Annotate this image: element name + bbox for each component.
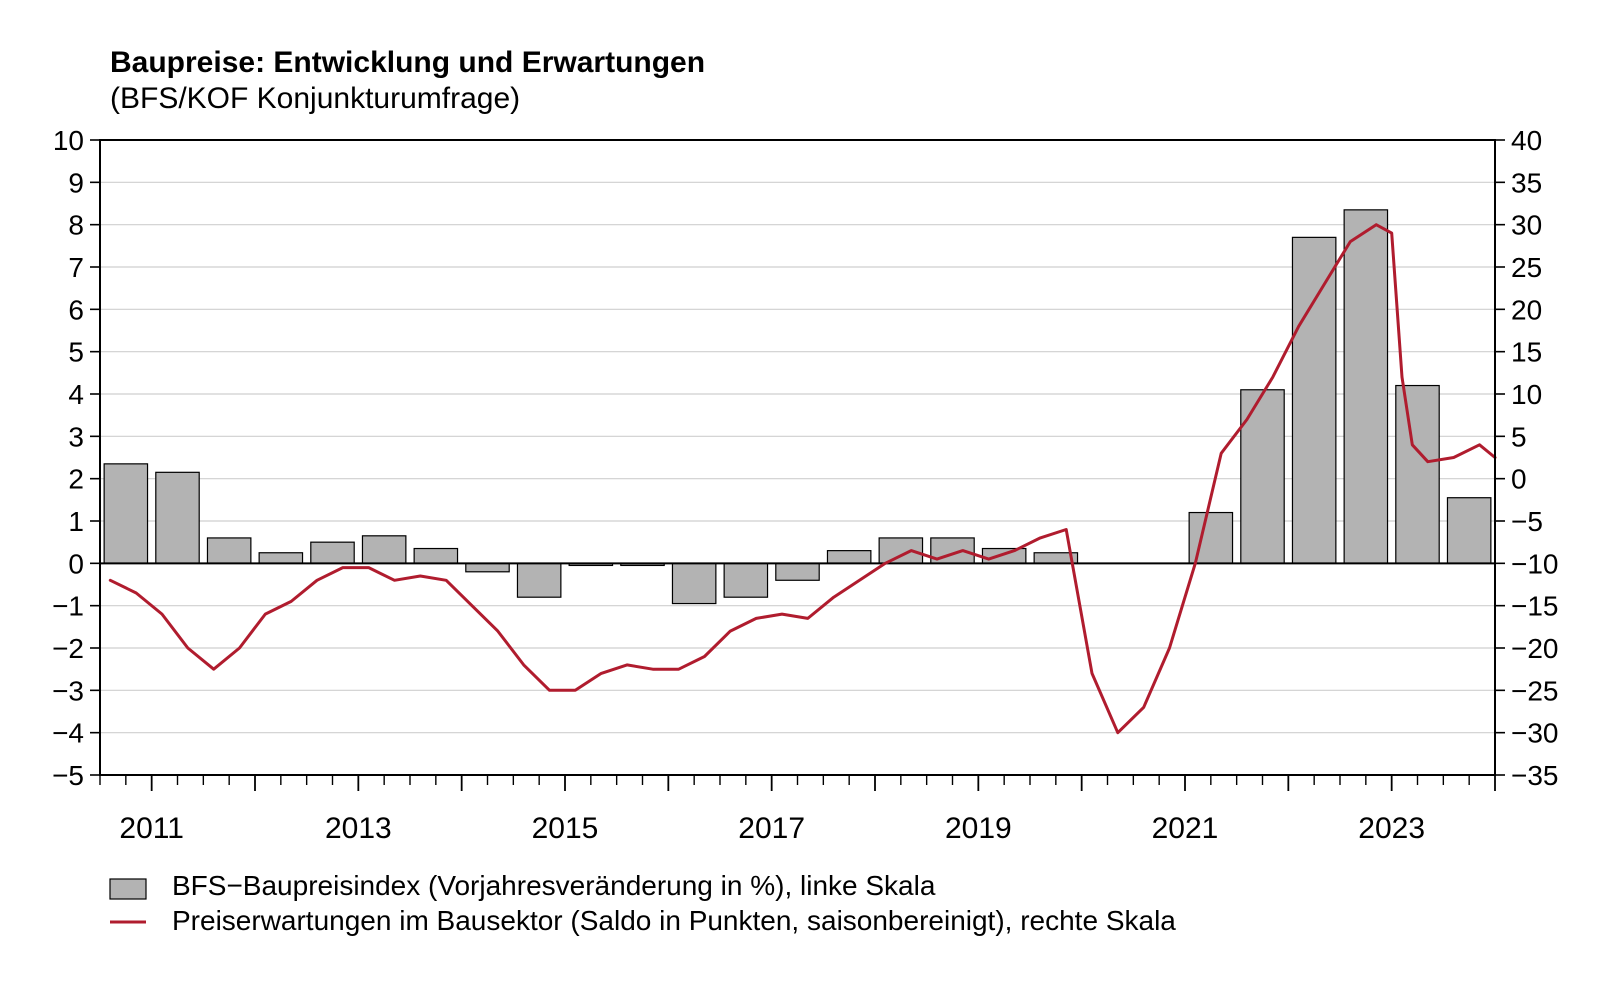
yleft-tick-label: 9 (68, 167, 84, 198)
yleft-tick-label: 5 (68, 337, 84, 368)
chart-subtitle: (BFS/KOF Konjunkturumfrage) (110, 82, 520, 115)
x-tick-label: 2023 (1358, 812, 1425, 845)
x-tick-label: 2021 (1152, 812, 1219, 845)
legend-line-label: Preiserwartungen im Bausektor (Saldo in … (172, 905, 1176, 936)
yright-tick-label: −10 (1511, 548, 1559, 579)
yleft-tick-label: 2 (68, 464, 84, 495)
bar (724, 563, 767, 597)
yleft-tick-label: 10 (53, 125, 84, 156)
yright-tick-label: 25 (1511, 252, 1542, 283)
bar (1241, 390, 1284, 564)
x-tick-label: 2013 (325, 812, 392, 845)
yleft-tick-label: 4 (68, 379, 84, 410)
yright-tick-label: 40 (1511, 125, 1542, 156)
bar (104, 464, 147, 563)
yleft-tick-label: −5 (52, 760, 84, 791)
bar (1344, 210, 1387, 563)
x-tick-label: 2017 (738, 812, 805, 845)
yleft-tick-label: −4 (52, 718, 84, 749)
yleft-tick-label: 3 (68, 421, 84, 452)
yleft-tick-label: −2 (52, 633, 84, 664)
yright-tick-label: 35 (1511, 167, 1542, 198)
yleft-tick-label: 1 (68, 506, 84, 537)
yright-tick-label: −15 (1511, 591, 1559, 622)
bar (311, 542, 354, 563)
yleft-tick-label: −3 (52, 675, 84, 706)
x-tick-label: 2011 (119, 812, 184, 845)
yright-tick-label: −35 (1511, 760, 1559, 791)
yright-tick-label: −25 (1511, 675, 1559, 706)
bar (672, 563, 715, 603)
yright-tick-label: 0 (1511, 464, 1527, 495)
bar (776, 563, 819, 580)
x-tick-label: 2015 (532, 812, 599, 845)
yleft-tick-label: −1 (52, 591, 84, 622)
yright-tick-label: 10 (1511, 379, 1542, 410)
chart-svg: Baupreise: Entwicklung und Erwartungen(B… (0, 0, 1600, 991)
legend-bar-label: BFS−Baupreisindex (Vorjahresveränderung … (172, 870, 936, 901)
chart-title: Baupreise: Entwicklung und Erwartungen (110, 46, 705, 79)
bar (827, 551, 870, 564)
bar (517, 563, 560, 597)
bar (1396, 386, 1439, 564)
chart-container: Baupreise: Entwicklung und Erwartungen(B… (0, 0, 1600, 991)
yleft-tick-label: 0 (68, 548, 84, 579)
yright-tick-label: 5 (1511, 421, 1527, 452)
yright-tick-label: −30 (1511, 718, 1559, 749)
yright-tick-label: 20 (1511, 294, 1542, 325)
yright-tick-label: 15 (1511, 337, 1542, 368)
bar (466, 563, 509, 571)
yright-tick-label: −20 (1511, 633, 1559, 664)
yright-tick-label: 30 (1511, 210, 1542, 241)
yleft-tick-label: 6 (68, 294, 84, 325)
bar (1292, 237, 1335, 563)
bar (156, 472, 199, 563)
bar (362, 536, 405, 564)
bar (982, 549, 1025, 564)
bar (207, 538, 250, 563)
x-tick-label: 2019 (945, 812, 1012, 845)
yleft-tick-label: 8 (68, 210, 84, 241)
bar (259, 553, 302, 564)
legend-bar-swatch (110, 879, 146, 899)
yleft-tick-label: 7 (68, 252, 84, 283)
bar (1447, 498, 1490, 564)
bar (414, 549, 457, 564)
yright-tick-label: −5 (1511, 506, 1543, 537)
